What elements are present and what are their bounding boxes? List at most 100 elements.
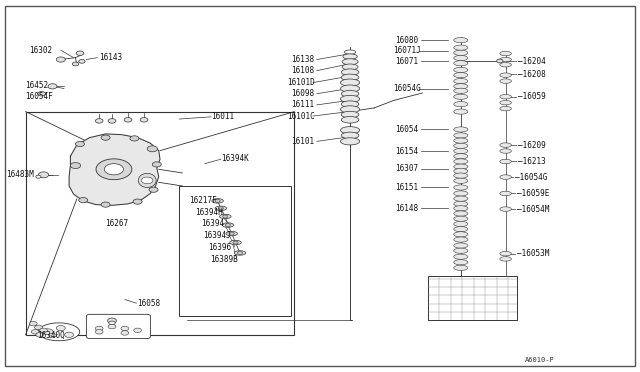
Circle shape [36, 333, 44, 337]
Ellipse shape [454, 78, 468, 84]
Circle shape [95, 326, 103, 331]
Circle shape [152, 162, 161, 167]
Ellipse shape [222, 223, 234, 227]
Ellipse shape [230, 240, 241, 245]
Text: 16054F: 16054F [26, 92, 53, 101]
Ellipse shape [341, 69, 359, 76]
Text: 16394H: 16394H [195, 208, 223, 217]
Circle shape [56, 57, 65, 62]
Ellipse shape [340, 95, 360, 103]
Text: 16394: 16394 [202, 219, 225, 228]
Ellipse shape [454, 55, 468, 61]
Ellipse shape [454, 248, 468, 253]
Circle shape [43, 329, 53, 335]
Ellipse shape [454, 148, 468, 154]
Ellipse shape [454, 178, 468, 183]
Ellipse shape [454, 154, 468, 159]
Text: 16340Q: 16340Q [37, 331, 65, 340]
Circle shape [49, 333, 56, 338]
Circle shape [237, 251, 243, 254]
Circle shape [134, 328, 141, 333]
Ellipse shape [215, 206, 227, 211]
Circle shape [108, 324, 116, 329]
Text: —16208: —16208 [518, 70, 546, 79]
FancyBboxPatch shape [86, 314, 150, 339]
Ellipse shape [500, 159, 511, 164]
Circle shape [215, 199, 220, 202]
Circle shape [96, 159, 132, 180]
Circle shape [29, 321, 37, 326]
Ellipse shape [500, 207, 511, 211]
Ellipse shape [454, 211, 468, 216]
Ellipse shape [500, 106, 511, 111]
Circle shape [36, 175, 41, 178]
Text: —16059E: —16059E [517, 189, 550, 198]
Circle shape [31, 330, 39, 334]
Circle shape [101, 202, 110, 207]
Ellipse shape [500, 251, 511, 256]
Ellipse shape [454, 67, 468, 73]
Bar [428, 276, 517, 320]
Text: 16483M: 16483M [6, 170, 34, 179]
Circle shape [38, 172, 49, 178]
Circle shape [65, 332, 74, 337]
Circle shape [218, 207, 223, 210]
Polygon shape [69, 134, 160, 205]
Circle shape [225, 224, 230, 227]
Ellipse shape [454, 173, 468, 178]
Circle shape [223, 215, 228, 218]
Ellipse shape [342, 59, 358, 65]
Circle shape [233, 241, 238, 244]
Ellipse shape [500, 79, 511, 83]
Ellipse shape [454, 88, 468, 93]
Text: 16101: 16101 [291, 137, 314, 146]
Text: —16213: —16213 [518, 157, 546, 166]
Text: 16138: 16138 [291, 55, 314, 64]
Ellipse shape [340, 79, 360, 86]
Text: 16154: 16154 [396, 147, 419, 155]
Text: 16071J: 16071J [393, 46, 420, 55]
Text: —16059: —16059 [518, 92, 546, 101]
Ellipse shape [454, 38, 468, 43]
Text: 16108: 16108 [291, 66, 314, 75]
Ellipse shape [454, 169, 468, 174]
Circle shape [141, 177, 153, 184]
Ellipse shape [454, 191, 468, 196]
Circle shape [35, 325, 42, 330]
Ellipse shape [340, 85, 360, 92]
Text: 16302: 16302 [29, 46, 52, 55]
Ellipse shape [454, 45, 468, 50]
Text: 16071: 16071 [396, 57, 419, 65]
Circle shape [79, 198, 88, 203]
Ellipse shape [340, 126, 360, 134]
Circle shape [95, 330, 103, 334]
Text: 16098: 16098 [291, 89, 314, 98]
Ellipse shape [454, 109, 468, 114]
Circle shape [133, 199, 142, 204]
Text: 16148: 16148 [396, 204, 419, 213]
Text: 16396: 16396 [208, 243, 231, 251]
Ellipse shape [341, 132, 359, 139]
Text: —16209: —16209 [518, 141, 546, 150]
Circle shape [56, 326, 65, 331]
Ellipse shape [454, 61, 468, 66]
Circle shape [147, 146, 157, 152]
Circle shape [48, 84, 57, 89]
Circle shape [76, 141, 84, 147]
Text: 16143: 16143 [99, 53, 122, 62]
Circle shape [108, 318, 116, 323]
Ellipse shape [454, 127, 468, 132]
Text: 16151: 16151 [396, 183, 419, 192]
Text: —16054M: —16054M [517, 205, 550, 214]
Ellipse shape [341, 74, 359, 81]
Ellipse shape [500, 62, 511, 67]
Ellipse shape [454, 94, 468, 99]
Bar [179, 186, 291, 316]
Ellipse shape [454, 143, 468, 148]
Text: A6010-P: A6010-P [525, 357, 554, 363]
Ellipse shape [454, 185, 468, 190]
Text: 16267: 16267 [106, 219, 129, 228]
Text: 16054: 16054 [396, 125, 419, 134]
Circle shape [130, 136, 139, 141]
Circle shape [497, 59, 503, 63]
